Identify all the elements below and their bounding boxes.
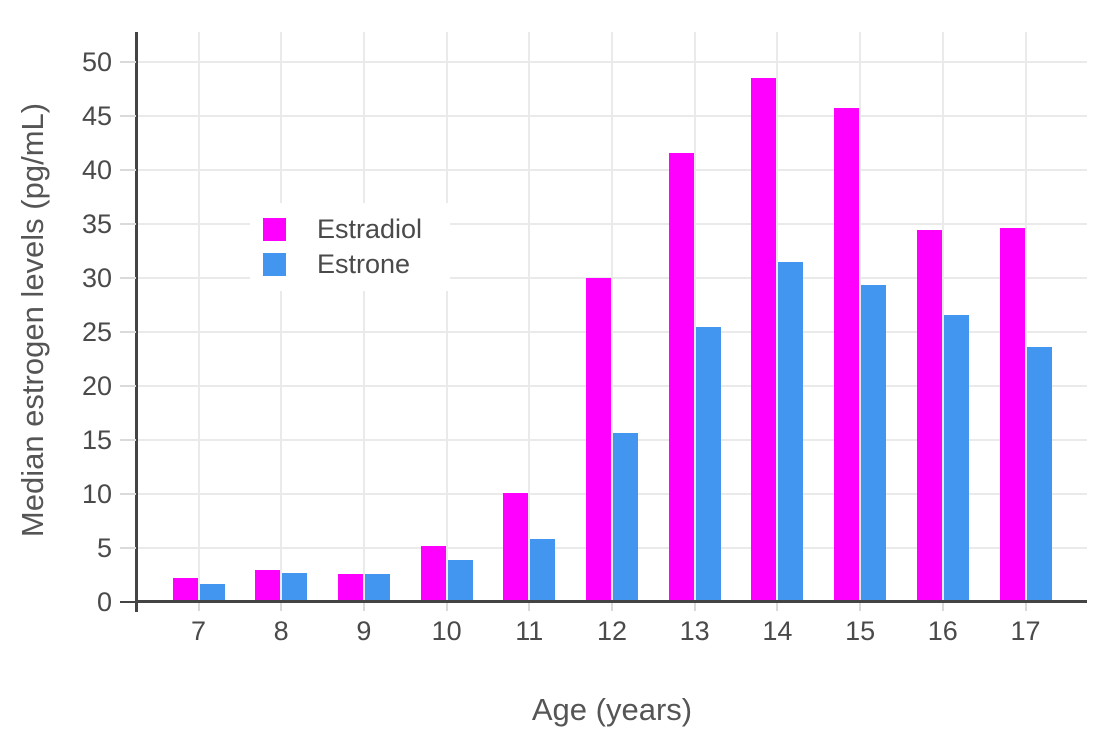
bar-estradiol-age-9 bbox=[337, 574, 363, 602]
x-gridline bbox=[693, 32, 696, 602]
y-tick-mark bbox=[120, 439, 136, 442]
y-axis-line bbox=[135, 32, 138, 612]
bar-estrone-age-8 bbox=[282, 573, 308, 602]
x-tick-mark bbox=[693, 603, 696, 611]
x-tick-label: 10 bbox=[431, 616, 462, 646]
x-tick-mark bbox=[528, 603, 531, 611]
x-tick-mark bbox=[362, 603, 365, 611]
x-gridline bbox=[1024, 32, 1027, 602]
x-tick-mark bbox=[859, 603, 862, 611]
x-gridline bbox=[859, 32, 862, 602]
x-axis-title: Age (years) bbox=[531, 692, 693, 727]
y-tick-label: 25 bbox=[81, 317, 112, 348]
bar-estradiol-age-12 bbox=[586, 278, 611, 602]
bar-estradiol-age-7 bbox=[172, 578, 198, 602]
x-gridline bbox=[611, 32, 613, 602]
x-tick-mark bbox=[611, 603, 613, 611]
x-tick-label: 14 bbox=[762, 616, 793, 646]
bar-estradiol-age-14 bbox=[751, 78, 777, 602]
bar-estrone-age-17 bbox=[1026, 347, 1052, 602]
bar-estradiol-age-17 bbox=[999, 228, 1025, 602]
bar-estradiol-age-11 bbox=[503, 493, 529, 602]
y-tick-mark bbox=[120, 601, 136, 603]
bar-estradiol-age-8 bbox=[255, 570, 281, 602]
bar-estradiol-age-10 bbox=[420, 546, 446, 602]
bar-estrone-age-12 bbox=[613, 433, 638, 602]
bar-estrone-age-10 bbox=[447, 560, 473, 602]
x-gridline bbox=[445, 32, 448, 602]
bar-estrone-age-7 bbox=[199, 584, 225, 602]
x-tick-label: 15 bbox=[845, 616, 876, 646]
x-axis-line bbox=[137, 600, 1087, 603]
legend: Estradiol Estrone bbox=[250, 203, 451, 291]
bar-estrone-age-13 bbox=[695, 327, 721, 602]
x-tick-label: 12 bbox=[596, 616, 628, 646]
x-tick-mark bbox=[776, 603, 779, 611]
x-tick-label: 8 bbox=[273, 616, 289, 646]
x-tick-label: 16 bbox=[927, 616, 958, 646]
y-tick-label: 30 bbox=[81, 263, 112, 294]
y-tick-mark bbox=[120, 61, 136, 64]
bar-estradiol-age-13 bbox=[668, 153, 694, 602]
y-tick-mark bbox=[120, 277, 136, 280]
plot-area: Estradiol Estrone bbox=[137, 32, 1087, 602]
x-gridline bbox=[280, 32, 283, 602]
x-gridline bbox=[197, 32, 200, 602]
x-gridline bbox=[528, 32, 531, 602]
legend-item-estrone[interactable]: Estrone bbox=[263, 247, 422, 282]
y-tick-label: 45 bbox=[81, 101, 112, 132]
y-tick-label: 40 bbox=[81, 155, 112, 186]
y-tick-mark bbox=[120, 115, 136, 118]
bar-estrone-age-11 bbox=[530, 539, 556, 602]
y-tick-mark bbox=[120, 493, 136, 496]
y-tick-label: 10 bbox=[81, 479, 112, 510]
x-tick-mark bbox=[445, 603, 448, 611]
y-tick-mark bbox=[120, 169, 136, 172]
x-gridline bbox=[776, 32, 779, 602]
legend-label-estrone: Estrone bbox=[317, 249, 411, 279]
y-tick-label: 0 bbox=[96, 587, 112, 617]
legend-label-estradiol: Estradiol bbox=[317, 214, 423, 244]
legend-item-estradiol[interactable]: Estradiol bbox=[263, 212, 422, 247]
bar-estrone-age-16 bbox=[943, 315, 969, 602]
bar-estrone-age-9 bbox=[364, 574, 390, 602]
legend-swatch-estradiol bbox=[263, 218, 286, 241]
y-tick-label: 15 bbox=[81, 425, 112, 456]
x-tick-label: 11 bbox=[515, 616, 544, 646]
x-tick-label: 13 bbox=[679, 616, 710, 646]
x-gridline bbox=[941, 32, 944, 602]
y-tick-mark bbox=[120, 223, 136, 226]
bar-estradiol-age-16 bbox=[916, 230, 942, 602]
x-tick-label: 17 bbox=[1010, 616, 1041, 646]
x-tick-mark bbox=[197, 603, 200, 611]
bar-estrone-age-14 bbox=[778, 262, 804, 602]
legend-swatch-estrone bbox=[263, 253, 286, 276]
x-tick-mark bbox=[280, 603, 283, 611]
y-tick-mark bbox=[120, 547, 136, 550]
y-tick-mark bbox=[120, 385, 136, 388]
y-tick-label: 35 bbox=[81, 209, 112, 240]
x-tick-mark bbox=[941, 603, 944, 611]
x-tick-label: 9 bbox=[356, 616, 372, 646]
bar-estrone-age-15 bbox=[861, 285, 887, 602]
y-tick-label: 5 bbox=[96, 533, 112, 564]
y-tick-mark bbox=[120, 331, 136, 334]
x-tick-mark bbox=[1024, 603, 1027, 611]
x-tick-label: 7 bbox=[190, 616, 207, 646]
bar-estradiol-age-15 bbox=[834, 108, 860, 602]
x-gridline bbox=[362, 32, 365, 602]
y-axis-title: Median estrogen levels (pg/mL) bbox=[15, 102, 50, 538]
y-tick-label: 20 bbox=[81, 371, 112, 402]
y-tick-label: 50 bbox=[81, 47, 112, 78]
